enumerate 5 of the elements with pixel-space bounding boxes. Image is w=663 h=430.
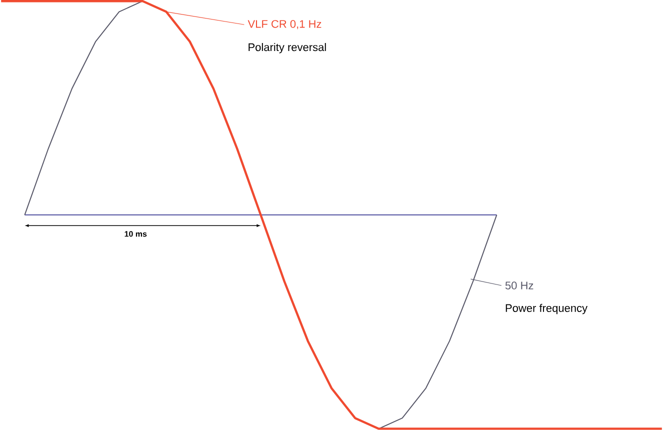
annotation: Power frequency xyxy=(506,304,588,314)
legend-label: 50 Hz xyxy=(505,282,534,290)
text: VLF CR 0,1 Hz xyxy=(248,20,322,30)
annotation: 10 ms xyxy=(124,231,147,237)
annotation: Polarity reversal xyxy=(248,43,326,54)
